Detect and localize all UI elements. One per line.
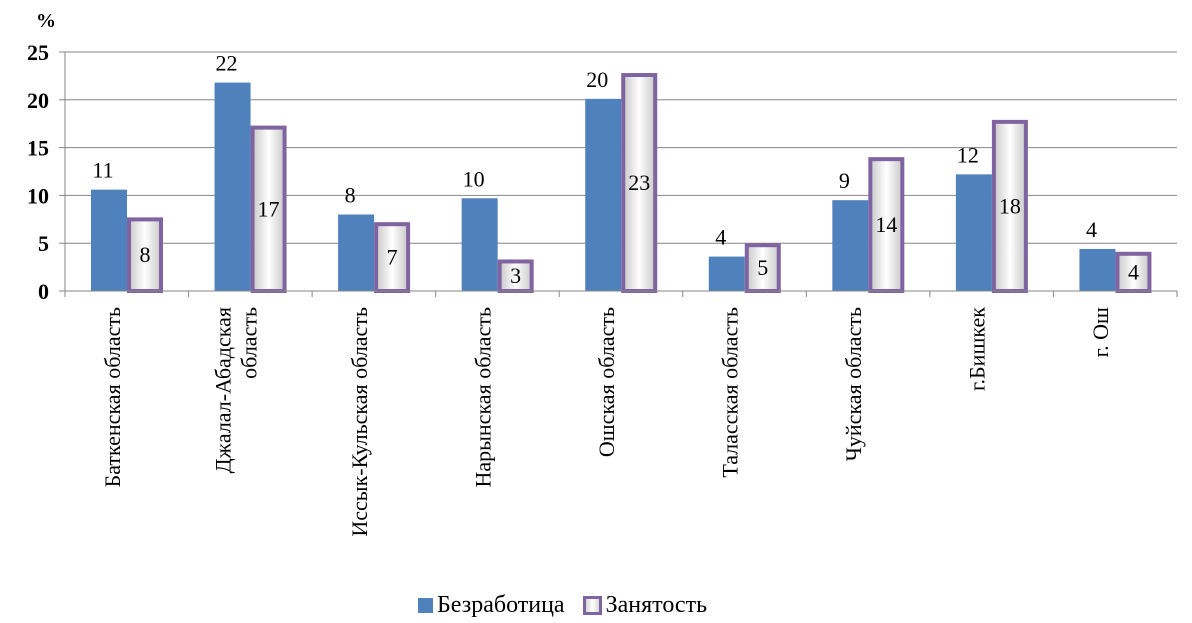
x-tick-label: г. Ош	[1088, 307, 1113, 357]
legend-swatch-unemployment	[418, 598, 433, 613]
x-tick-label: Таласская область	[718, 307, 743, 478]
x-tick-label-line: область	[236, 307, 261, 379]
data-label-employment: 8	[140, 242, 151, 267]
x-tick-label-line: Нарынская область	[470, 307, 495, 488]
bar-unemployment	[585, 98, 622, 292]
x-tick-label-line: Чуйская область	[841, 307, 866, 461]
data-label-employment: 23	[628, 170, 650, 195]
x-tick-label-line: Ошская область	[594, 307, 619, 457]
data-label-unemployment: 10	[463, 166, 485, 191]
data-label-employment: 3	[510, 263, 521, 288]
legend-label-employment: Занятость	[605, 592, 708, 618]
data-label-employment: 14	[875, 212, 897, 237]
data-label-unemployment: 20	[586, 67, 608, 92]
legend-swatch-employment	[582, 596, 602, 615]
x-tick-label-line: Джалал-Абадская	[210, 307, 235, 473]
x-tick-label: Иссык-Кульская область	[347, 307, 372, 537]
x-tick-label-line: Иссык-Кульская область	[347, 307, 372, 537]
x-tick-label-line: Баткенская область	[100, 307, 125, 487]
x-tick-label: г.Бишкек	[965, 307, 990, 391]
y-tick-label: 5	[38, 231, 49, 256]
bar-unemployment	[955, 174, 992, 291]
y-tick-label: 25	[27, 40, 49, 65]
bar-unemployment	[1079, 248, 1116, 291]
x-tick-label-line: г. Ош	[1088, 307, 1113, 357]
x-axis-labels: Баткенская область Джалал-Абадская область…	[100, 307, 1113, 537]
bars: 11 22 8 10 20 4 9 12 4 8 17 7 3 23 5 14 18 4	[91, 51, 1152, 293]
data-label-employment: 17	[258, 196, 280, 221]
data-label-unemployment: 11	[92, 158, 113, 183]
legend: Безработица Занятость	[418, 592, 707, 619]
bar-unemployment	[91, 189, 127, 291]
bar-unemployment	[708, 256, 745, 291]
x-tick-label-line: г.Бишкек	[965, 307, 990, 391]
data-label-employment: 7	[387, 245, 398, 270]
bar-employment	[497, 259, 534, 293]
x-axis	[64, 290, 1178, 297]
bar-unemployment	[338, 214, 375, 291]
bar-employment	[868, 157, 905, 293]
x-tick-label: Чуйская область	[841, 307, 866, 461]
x-tick-label: Нарынская область	[470, 307, 495, 488]
y-axis: 0 5 10 15 20 25	[27, 40, 66, 304]
x-tick-label: Баткенская область	[100, 307, 125, 487]
x-tick-label-line: Таласская область	[718, 307, 743, 478]
data-label-unemployment: 8	[345, 183, 356, 208]
data-label-unemployment: 22	[216, 51, 238, 76]
bar-unemployment	[461, 198, 498, 291]
y-axis-unit: %	[36, 10, 56, 32]
y-tick-label: 20	[27, 88, 49, 113]
bar-unemployment	[832, 200, 869, 291]
legend-label-unemployment: Безработица	[437, 592, 565, 618]
data-label-employment: 5	[757, 255, 768, 280]
data-label-unemployment: 4	[1086, 217, 1097, 242]
legend-item-employment: Занятость	[582, 592, 708, 619]
x-tick-label: Ошская область	[594, 307, 619, 457]
data-label-unemployment: 12	[957, 142, 979, 167]
data-label-unemployment: 9	[839, 168, 850, 193]
y-tick-label: 10	[27, 183, 49, 208]
x-tick-label: Джалал-Абадская область	[210, 307, 261, 473]
bar-unemployment	[214, 82, 251, 291]
data-label-employment: 18	[999, 193, 1021, 218]
data-label-unemployment: 4	[715, 225, 726, 250]
legend-item-unemployment: Безработица	[418, 592, 565, 619]
y-tick-label: 15	[27, 136, 49, 161]
data-label-employment: 4	[1128, 259, 1139, 284]
y-tick-label: 0	[38, 279, 49, 304]
bar-employment	[1115, 251, 1152, 293]
